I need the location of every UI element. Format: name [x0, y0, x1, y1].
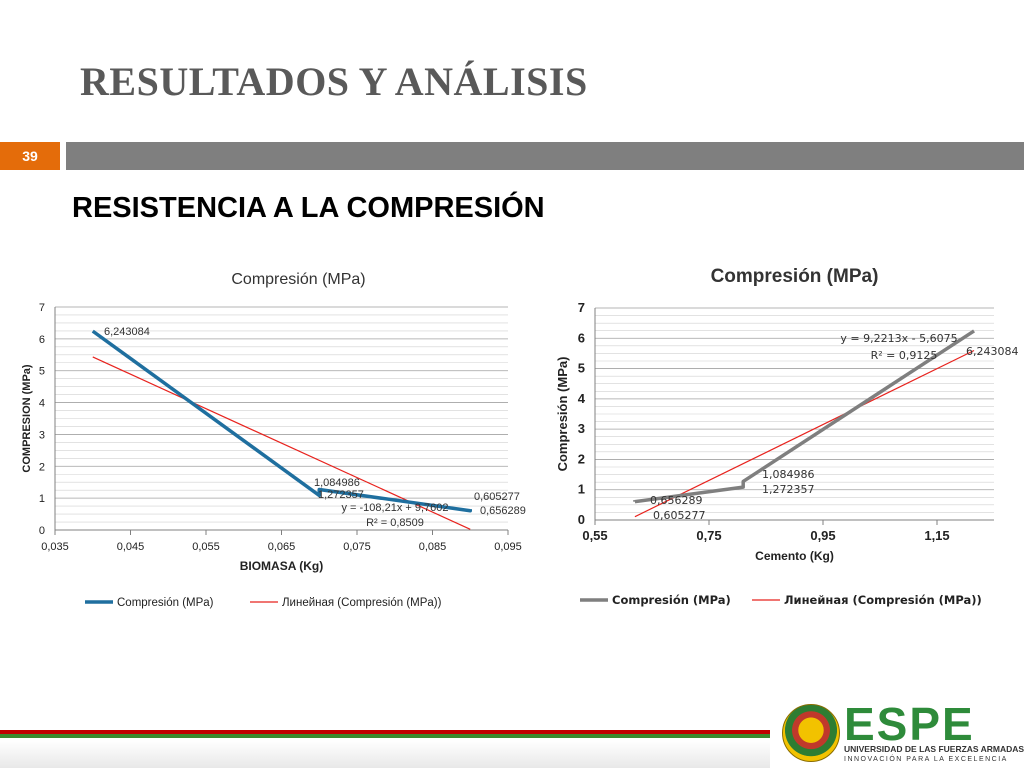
y-tick-label: 7: [578, 300, 585, 315]
data-label: 1,272357: [318, 489, 364, 501]
y-tick-label: 1: [39, 493, 45, 505]
x-tick-label: 1,15: [924, 528, 949, 543]
y-tick-label: 0: [578, 512, 585, 527]
footer-strip: [0, 740, 770, 768]
data-label: 0,656289: [480, 505, 526, 517]
y-tick-label: 2: [578, 451, 585, 466]
data-label: 6,243084: [966, 345, 1019, 358]
y-tick-label: 0: [39, 525, 45, 537]
y-axis-label: COMPRESION (MPa): [21, 364, 33, 473]
y-tick-label: 1: [578, 482, 585, 497]
x-tick-label: 0,55: [582, 528, 607, 543]
y-tick-label: 7: [39, 302, 45, 314]
data-label: 1,272357: [762, 483, 815, 496]
trendline-r2: R² = 0,8509: [366, 517, 424, 529]
trendline-equation: y = -108,21x + 9,7602: [341, 502, 448, 514]
footer-line-red: [0, 730, 770, 734]
logo-line2: INNOVACIÓN PARA LA EXCELENCIA: [844, 756, 1008, 763]
series-line: [634, 329, 976, 504]
series-line: [91, 329, 472, 513]
y-tick-label: 5: [39, 366, 45, 378]
legend-label-series: Compresión (MPa): [612, 593, 731, 607]
trendline: [634, 349, 975, 518]
section-title: RESISTENCIA A LA COMPRESIÓN: [72, 192, 545, 224]
data-label: 0,656289: [650, 494, 703, 507]
x-tick-label: 0,035: [41, 541, 69, 553]
x-axis-label: Cemento (Kg): [755, 549, 834, 563]
y-tick-label: 4: [578, 391, 586, 406]
x-tick-label: 0,055: [192, 541, 220, 553]
data-label: 1,084986: [762, 468, 815, 481]
chart-biomasa: Compresión (MPa) 0 1 2 3 4 5 6 7 0,035 0,045 0,055 0…: [21, 271, 526, 609]
x-tick-label: 0,065: [268, 541, 296, 553]
chart-cemento: Compresión (MPa) 0 1 2 3 4 5 6 7 0,55 0,75 0,95 1,15…: [555, 266, 1019, 607]
page-number: 39: [0, 142, 60, 170]
x-tick-label: 0,095: [494, 541, 522, 553]
y-tick-label: 6: [39, 334, 45, 346]
x-axis-label: BIOMASA (Kg): [240, 559, 324, 573]
x-tick-label: 0,75: [696, 528, 721, 543]
data-label: 6,243084: [104, 326, 150, 338]
y-tick-label: 4: [39, 398, 45, 410]
x-tick-label: 0,95: [810, 528, 835, 543]
y-tick-label: 5: [578, 361, 585, 376]
data-label: 1,084986: [314, 477, 360, 489]
trendline-r2: R² = 0,9125: [871, 349, 938, 362]
university-seal-icon: [782, 704, 840, 762]
data-label: 0,605277: [653, 509, 706, 522]
y-tick-label: 6: [578, 330, 585, 345]
y-tick-label: 3: [578, 421, 585, 436]
x-tick-label: 0,075: [343, 541, 371, 553]
legend-label-series: Compresión (MPa): [117, 597, 214, 609]
y-tick-label: 2: [39, 461, 45, 473]
y-tick-label: 3: [39, 429, 45, 441]
trendline-equation: y = 9,2213x - 5,6075: [840, 332, 957, 345]
chart-title: Compresión (MPa): [711, 266, 879, 287]
logo-line1: UNIVERSIDAD DE LAS FUERZAS ARMADAS: [844, 744, 1024, 754]
data-label: 0,605277: [474, 491, 520, 503]
x-tick-label: 0,045: [117, 541, 145, 553]
slide-title: RESULTADOS Y ANÁLISIS: [80, 59, 588, 104]
logo-wordmark: ESPE: [844, 698, 975, 750]
x-tick-label: 0,085: [419, 541, 447, 553]
chart-title: Compresión (MPa): [231, 271, 365, 288]
espe-logo: ESPE UNIVERSIDAD DE LAS FUERZAS ARMADAS …: [778, 700, 1024, 768]
footer-line-green: [0, 734, 770, 738]
legend-label-trend: Линейная (Compresión (MPa)): [282, 597, 442, 609]
legend-label-trend: Линейная (Compresión (MPa)): [784, 593, 982, 607]
header-bar: [66, 142, 1024, 170]
y-axis-label: Compresión (MPa): [555, 357, 570, 472]
